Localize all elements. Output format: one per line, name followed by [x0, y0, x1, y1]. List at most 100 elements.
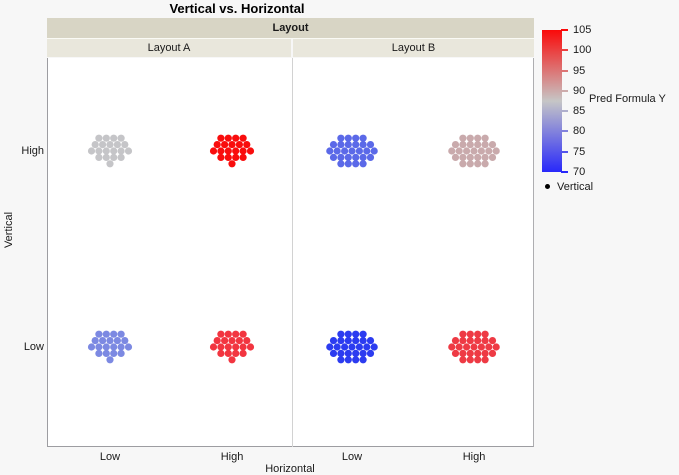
data-point[interactable] [474, 134, 482, 142]
data-point[interactable] [474, 330, 482, 338]
data-point[interactable] [117, 343, 125, 351]
data-point[interactable] [352, 134, 360, 142]
data-point[interactable] [329, 337, 338, 345]
data-point[interactable] [466, 141, 474, 149]
data-point[interactable] [459, 141, 467, 149]
data-point[interactable] [232, 134, 240, 142]
data-point[interactable] [488, 141, 497, 149]
data-point[interactable] [209, 343, 218, 351]
data-point[interactable] [344, 160, 352, 168]
data-point[interactable] [224, 330, 232, 338]
data-point[interactable] [246, 343, 255, 351]
data-point[interactable] [474, 337, 482, 345]
data-point[interactable] [451, 141, 460, 149]
data-point[interactable] [366, 141, 375, 149]
data-point[interactable] [232, 349, 240, 357]
data-point[interactable] [474, 160, 482, 168]
data-point[interactable] [224, 134, 232, 142]
data-point[interactable] [488, 349, 497, 357]
dot-plot-layer[interactable] [47, 58, 534, 447]
data-point[interactable] [337, 141, 345, 149]
data-point[interactable] [459, 337, 467, 345]
data-point[interactable] [337, 330, 345, 338]
data-point[interactable] [352, 160, 360, 168]
data-point[interactable] [355, 343, 363, 351]
data-point[interactable] [217, 147, 225, 155]
data-point[interactable] [117, 349, 125, 357]
data-point[interactable] [348, 343, 356, 351]
data-point[interactable] [463, 147, 471, 155]
data-point[interactable] [481, 160, 489, 168]
data-point[interactable] [110, 343, 118, 351]
data-point[interactable] [106, 356, 114, 364]
data-point[interactable] [106, 141, 114, 149]
data-point[interactable] [448, 343, 456, 351]
data-point[interactable] [110, 153, 118, 161]
data-point[interactable] [224, 153, 232, 161]
dot-cluster-layout-b-low-high[interactable] [326, 134, 378, 168]
data-point[interactable] [113, 337, 121, 345]
data-point[interactable] [359, 141, 367, 149]
data-point[interactable] [95, 343, 103, 351]
data-point[interactable] [239, 147, 247, 155]
data-point[interactable] [466, 356, 474, 364]
data-point[interactable] [102, 343, 110, 351]
data-point[interactable] [474, 153, 482, 161]
data-point[interactable] [348, 147, 356, 155]
data-point[interactable] [359, 337, 367, 345]
data-point[interactable] [355, 147, 363, 155]
dot-cluster-layout-b-high-high[interactable] [448, 134, 500, 168]
data-point[interactable] [217, 349, 225, 357]
data-point[interactable] [459, 153, 467, 161]
data-point[interactable] [117, 147, 125, 155]
data-point[interactable] [213, 337, 221, 345]
data-point[interactable] [337, 337, 345, 345]
dot-cluster-layout-a-high-low[interactable] [209, 330, 255, 364]
data-point[interactable] [451, 349, 460, 357]
data-point[interactable] [481, 153, 489, 161]
data-point[interactable] [344, 337, 352, 345]
data-point[interactable] [488, 337, 497, 345]
data-point[interactable] [239, 330, 247, 338]
data-point[interactable] [87, 343, 96, 351]
data-point[interactable] [359, 134, 367, 142]
data-point[interactable] [466, 349, 474, 357]
data-point[interactable] [359, 356, 367, 364]
data-point[interactable] [121, 141, 129, 149]
data-point[interactable] [232, 330, 240, 338]
data-point[interactable] [359, 160, 367, 168]
data-point[interactable] [102, 349, 110, 357]
data-point[interactable] [451, 337, 460, 345]
dot-cluster-layout-b-high-low[interactable] [448, 330, 500, 364]
data-point[interactable] [239, 349, 247, 357]
data-point[interactable] [87, 147, 96, 155]
data-point[interactable] [481, 134, 489, 142]
data-point[interactable] [239, 153, 247, 161]
data-point[interactable] [459, 134, 467, 142]
data-point[interactable] [352, 337, 360, 345]
data-point[interactable] [344, 356, 352, 364]
data-point[interactable] [352, 356, 360, 364]
data-point[interactable] [370, 147, 378, 155]
data-point[interactable] [370, 343, 378, 351]
data-point[interactable] [106, 337, 114, 345]
data-point[interactable] [477, 343, 485, 351]
data-point[interactable] [337, 160, 345, 168]
data-point[interactable] [235, 141, 243, 149]
data-point[interactable] [459, 160, 467, 168]
data-point[interactable] [117, 134, 125, 142]
data-point[interactable] [246, 147, 255, 155]
data-point[interactable] [488, 153, 497, 161]
data-point[interactable] [451, 153, 460, 161]
data-point[interactable] [359, 153, 367, 161]
data-point[interactable] [359, 330, 367, 338]
data-point[interactable] [224, 349, 232, 357]
dot-cluster-layout-a-low-low[interactable] [87, 330, 133, 364]
data-point[interactable] [110, 349, 118, 357]
data-point[interactable] [99, 141, 107, 149]
data-point[interactable] [124, 343, 133, 351]
data-point[interactable] [352, 141, 360, 149]
data-point[interactable] [102, 134, 110, 142]
data-point[interactable] [91, 337, 99, 345]
data-point[interactable] [102, 147, 110, 155]
